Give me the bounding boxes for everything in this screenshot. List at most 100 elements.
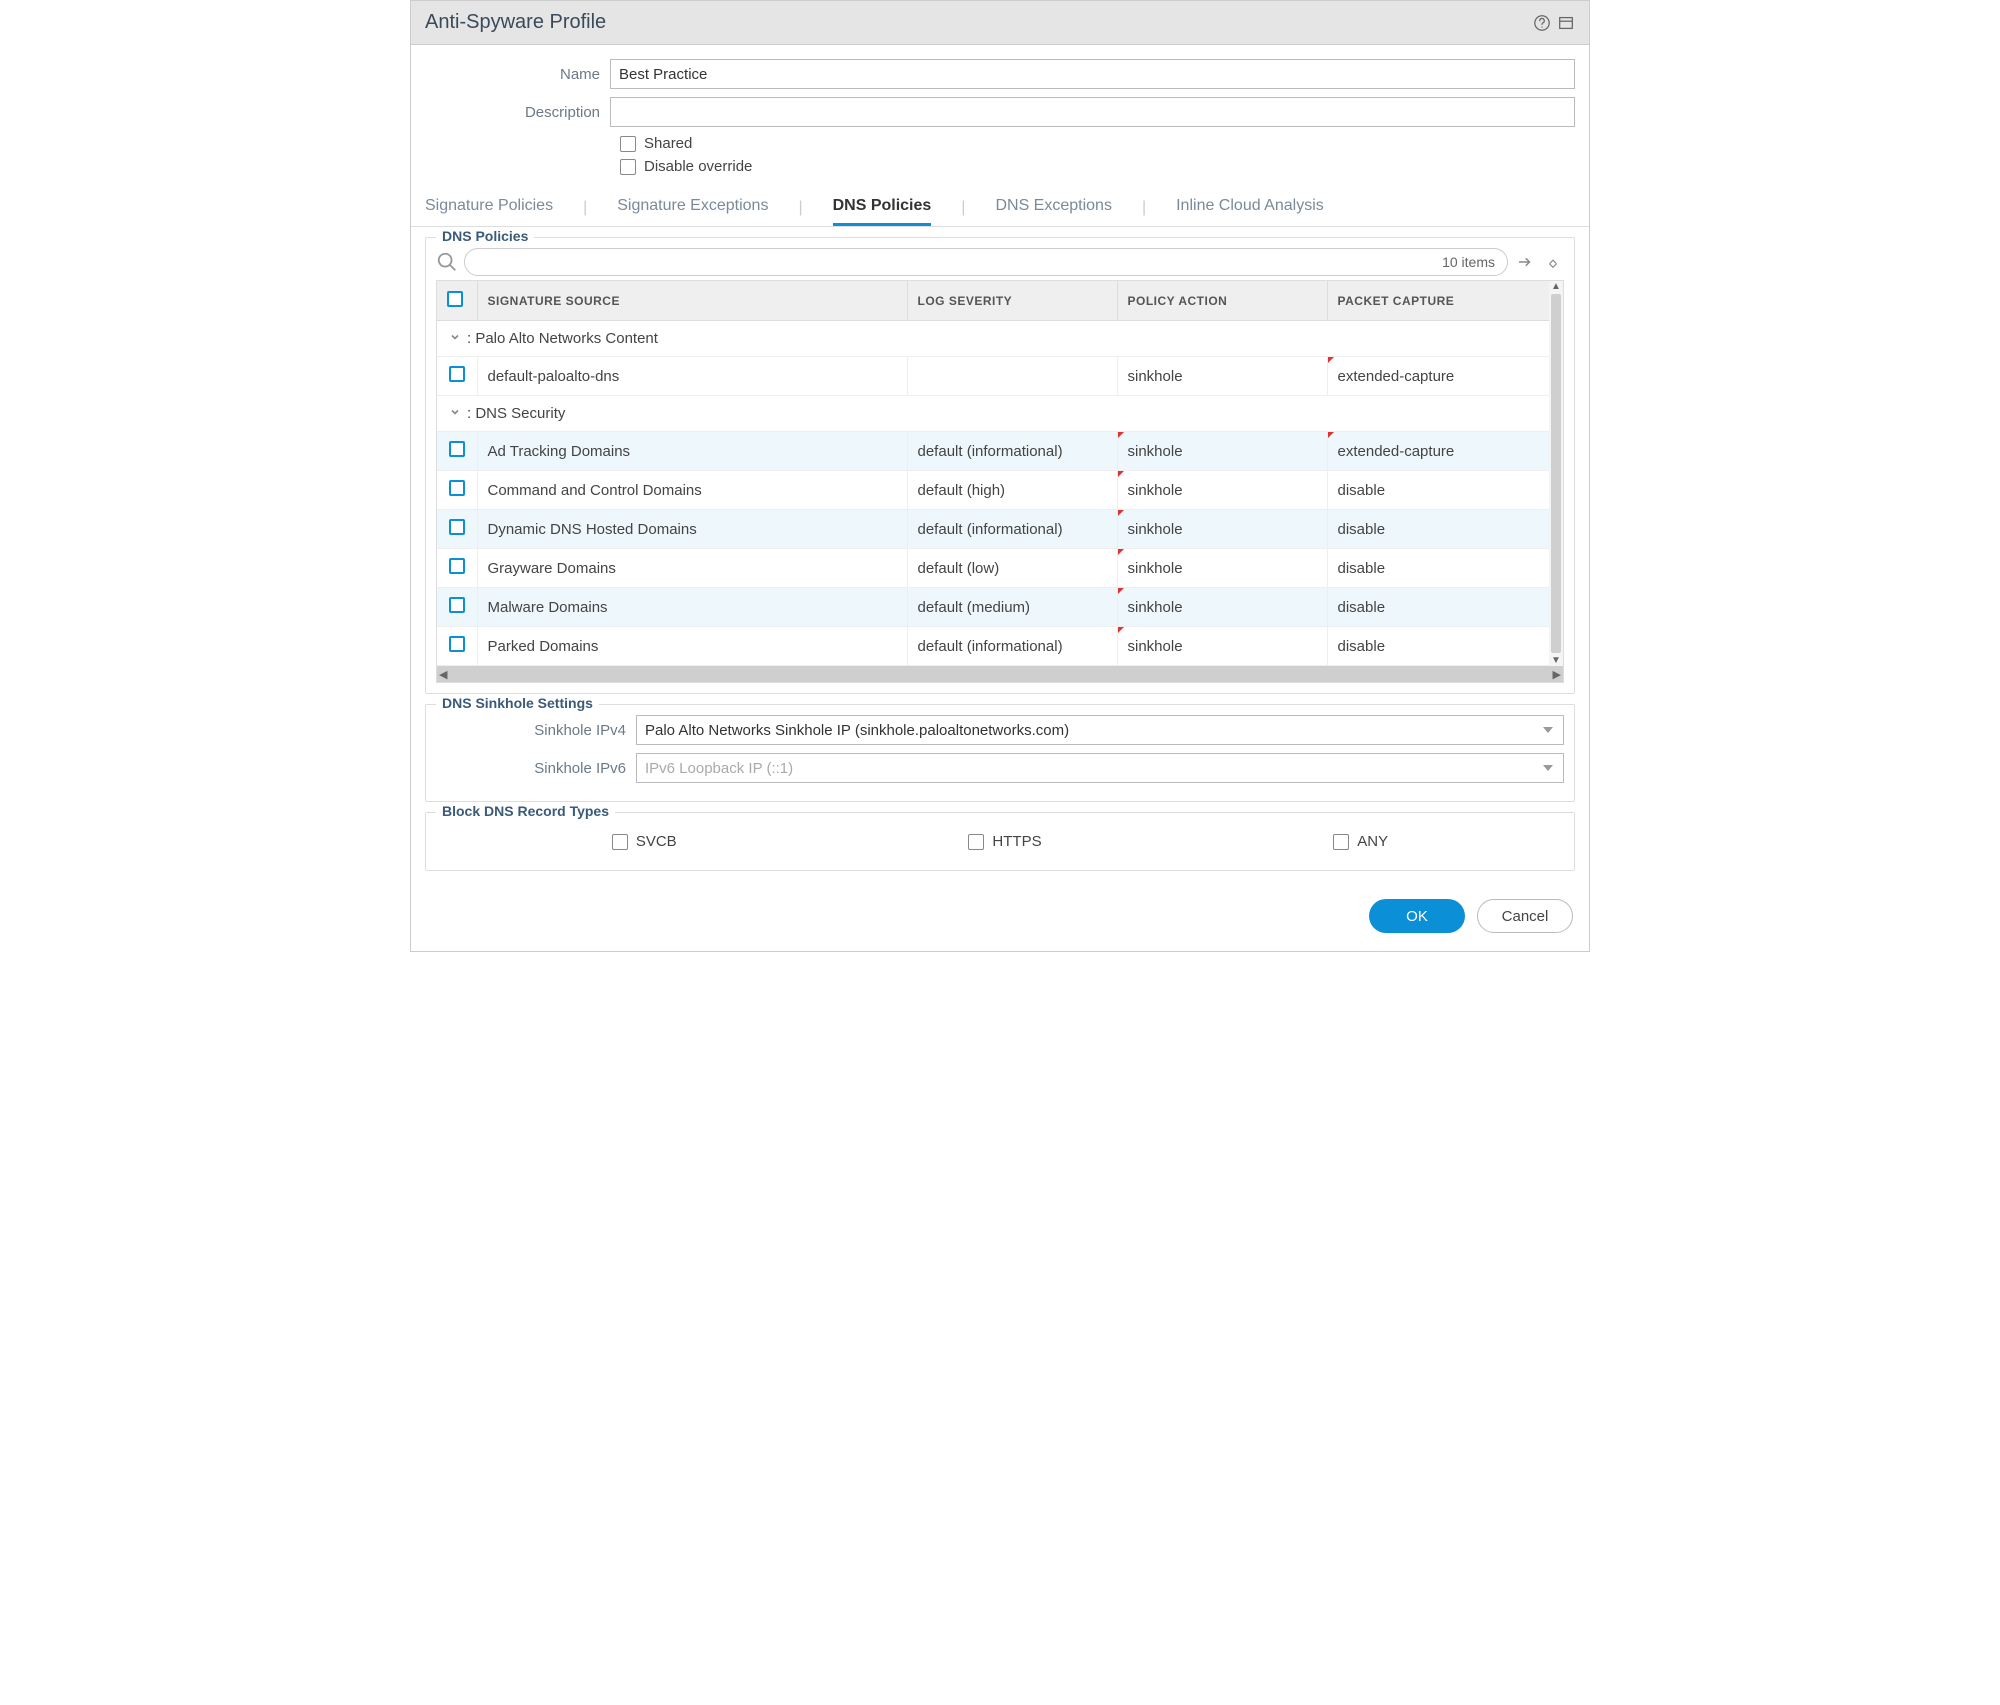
- sinkhole-ipv4-row: Sinkhole IPv4 Palo Alto Networks Sinkhol…: [436, 715, 1564, 745]
- sinkhole-ipv4-label: Sinkhole IPv4: [436, 722, 636, 739]
- table-row[interactable]: Command and Control Domainsdefault (high…: [437, 471, 1563, 510]
- cell-policy-action[interactable]: sinkhole: [1117, 357, 1327, 396]
- table-row[interactable]: Parked Domainsdefault (informational)sin…: [437, 627, 1563, 666]
- cell-policy-action[interactable]: sinkhole: [1117, 549, 1327, 588]
- name-label: Name: [425, 66, 610, 83]
- cell-policy-action[interactable]: sinkhole: [1117, 432, 1327, 471]
- cell-signature-source: Grayware Domains: [477, 549, 907, 588]
- dns-policies-table-wrap: SIGNATURE SOURCE LOG SEVERITY POLICY ACT…: [436, 280, 1564, 683]
- table-group-row[interactable]: : Palo Alto Networks Content: [437, 321, 1563, 357]
- tab-signature-exceptions[interactable]: Signature Exceptions: [617, 189, 768, 226]
- cell-packet-capture[interactable]: disable: [1327, 627, 1563, 666]
- tab-dns-policies[interactable]: DNS Policies: [833, 189, 932, 226]
- column-signature-source[interactable]: SIGNATURE SOURCE: [477, 281, 907, 321]
- select-all-checkbox[interactable]: [447, 291, 463, 307]
- https-checkbox[interactable]: [968, 834, 984, 850]
- cell-packet-capture[interactable]: disable: [1327, 471, 1563, 510]
- window-icon[interactable]: [1557, 14, 1575, 32]
- anti-spyware-dialog: Anti-Spyware Profile Name Description Sh…: [410, 0, 1590, 952]
- titlebar-icons: [1533, 14, 1575, 32]
- cell-packet-capture[interactable]: disable: [1327, 510, 1563, 549]
- cell-policy-action[interactable]: sinkhole: [1117, 627, 1327, 666]
- cell-log-severity: default (high): [907, 471, 1117, 510]
- row-checkbox[interactable]: [449, 636, 465, 652]
- cell-packet-capture[interactable]: extended-capture: [1327, 432, 1563, 471]
- row-checkbox-cell: [437, 627, 477, 666]
- table-group-row[interactable]: : DNS Security: [437, 396, 1563, 432]
- cancel-button[interactable]: Cancel: [1477, 899, 1573, 933]
- disable-override-label: Disable override: [644, 158, 752, 175]
- sinkhole-ipv6-placeholder: IPv6 Loopback IP (::1): [645, 760, 793, 777]
- scroll-up-icon[interactable]: ▲: [1551, 281, 1561, 292]
- table-row[interactable]: Malware Domainsdefault (medium)sinkholed…: [437, 588, 1563, 627]
- scroll-track[interactable]: [1551, 294, 1561, 653]
- svcb-checkbox[interactable]: [612, 834, 628, 850]
- tab-dns-exceptions[interactable]: DNS Exceptions: [995, 189, 1112, 226]
- column-log-severity[interactable]: LOG SEVERITY: [907, 281, 1117, 321]
- search-icon[interactable]: [436, 251, 458, 273]
- group-label: : DNS Security: [467, 405, 565, 422]
- arrow-right-icon[interactable]: [1514, 251, 1536, 273]
- scroll-left-icon[interactable]: ◀: [439, 668, 447, 681]
- table-row[interactable]: default-paloalto-dnssinkholeextended-cap…: [437, 357, 1563, 396]
- disable-override-checkbox[interactable]: [620, 159, 636, 175]
- cell-packet-capture[interactable]: extended-capture: [1327, 357, 1563, 396]
- tabs: Signature Policies | Signature Exception…: [411, 181, 1589, 227]
- table-row[interactable]: Grayware Domainsdefault (low)sinkholedis…: [437, 549, 1563, 588]
- sinkhole-ipv4-value: Palo Alto Networks Sinkhole IP (sinkhole…: [645, 722, 1069, 739]
- block-record-fieldset: Block DNS Record Types SVCB HTTPS ANY: [425, 812, 1575, 871]
- shared-checkbox[interactable]: [620, 136, 636, 152]
- table-row[interactable]: Dynamic DNS Hosted Domainsdefault (infor…: [437, 510, 1563, 549]
- expand-icon[interactable]: [1542, 251, 1564, 273]
- cell-policy-action[interactable]: sinkhole: [1117, 471, 1327, 510]
- titlebar: Anti-Spyware Profile: [411, 1, 1589, 45]
- row-checkbox-cell: [437, 588, 477, 627]
- search-input[interactable]: 10 items: [464, 248, 1508, 276]
- shared-label: Shared: [644, 135, 692, 152]
- row-checkbox[interactable]: [449, 366, 465, 382]
- row-checkbox[interactable]: [449, 441, 465, 457]
- tab-inline-cloud[interactable]: Inline Cloud Analysis: [1176, 189, 1324, 226]
- cell-packet-capture[interactable]: disable: [1327, 549, 1563, 588]
- chevron-down-icon[interactable]: [449, 405, 461, 422]
- https-label: HTTPS: [992, 833, 1041, 850]
- cell-policy-action[interactable]: sinkhole: [1117, 510, 1327, 549]
- chevron-down-icon[interactable]: [449, 330, 461, 347]
- column-packet-capture[interactable]: PACKET CAPTURE: [1327, 281, 1563, 321]
- cell-signature-source: Malware Domains: [477, 588, 907, 627]
- cell-packet-capture[interactable]: disable: [1327, 588, 1563, 627]
- sinkhole-fieldset: DNS Sinkhole Settings Sinkhole IPv4 Palo…: [425, 704, 1575, 802]
- description-label: Description: [425, 104, 610, 121]
- tab-signature-policies[interactable]: Signature Policies: [425, 189, 553, 226]
- cell-log-severity: default (low): [907, 549, 1117, 588]
- scroll-down-icon[interactable]: ▼: [1551, 655, 1561, 666]
- dns-policies-fieldset: DNS Policies 10 items SIGNATURE SOURCE: [425, 237, 1575, 694]
- row-checkbox[interactable]: [449, 558, 465, 574]
- row-checkbox[interactable]: [449, 519, 465, 535]
- scroll-right-icon[interactable]: ▶: [1553, 668, 1561, 681]
- table-row[interactable]: Ad Tracking Domainsdefault (informationa…: [437, 432, 1563, 471]
- cell-policy-action[interactable]: sinkhole: [1117, 588, 1327, 627]
- sinkhole-ipv6-select[interactable]: IPv6 Loopback IP (::1): [636, 753, 1564, 783]
- block-https: HTTPS: [968, 833, 1041, 850]
- help-icon[interactable]: [1533, 14, 1551, 32]
- sinkhole-ipv4-select[interactable]: Palo Alto Networks Sinkhole IP (sinkhole…: [636, 715, 1564, 745]
- column-policy-action[interactable]: POLICY ACTION: [1117, 281, 1327, 321]
- horizontal-scrollbar[interactable]: ◀ ▶: [437, 666, 1563, 682]
- name-input[interactable]: [610, 59, 1575, 89]
- cell-log-severity: [907, 357, 1117, 396]
- row-checkbox[interactable]: [449, 597, 465, 613]
- header-checkbox-cell: [437, 281, 477, 321]
- row-checkbox-cell: [437, 357, 477, 396]
- tab-separator: |: [583, 199, 587, 217]
- ok-button[interactable]: OK: [1369, 899, 1465, 933]
- description-input[interactable]: [610, 97, 1575, 127]
- dialog-title: Anti-Spyware Profile: [425, 11, 606, 34]
- vertical-scrollbar[interactable]: ▲ ▼: [1549, 281, 1563, 666]
- block-row: SVCB HTTPS ANY: [436, 823, 1564, 860]
- cell-log-severity: default (medium): [907, 588, 1117, 627]
- block-svcb: SVCB: [612, 833, 677, 850]
- row-checkbox[interactable]: [449, 480, 465, 496]
- dns-policies-table: SIGNATURE SOURCE LOG SEVERITY POLICY ACT…: [437, 281, 1563, 666]
- any-checkbox[interactable]: [1333, 834, 1349, 850]
